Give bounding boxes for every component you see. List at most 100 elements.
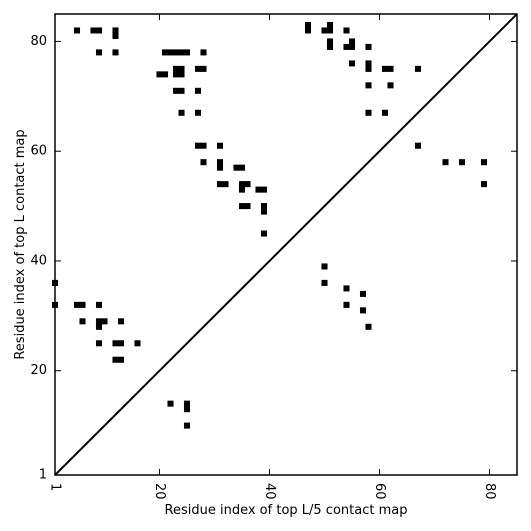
contact-point	[183, 422, 191, 429]
contact-point	[183, 49, 191, 56]
contact-point	[480, 159, 488, 166]
contact-points	[51, 21, 488, 429]
contact-point	[117, 340, 125, 347]
axis-ticks	[54, 14, 517, 476]
contact-point	[365, 60, 372, 67]
contact-point	[73, 27, 81, 34]
contact-point	[326, 27, 334, 34]
contact-point	[134, 340, 141, 347]
x-axis-label: Residue index of top L/5 contact map	[165, 503, 408, 518]
contact-point	[414, 142, 422, 149]
contact-point	[326, 21, 334, 28]
contact-point	[238, 181, 246, 188]
contact-point	[321, 279, 328, 286]
contact-point	[216, 142, 224, 149]
contact-point	[216, 164, 224, 171]
contact-point	[95, 340, 103, 347]
contact-point	[117, 356, 125, 363]
contact-point	[178, 49, 185, 56]
y-tick-label: 40	[30, 253, 47, 268]
contact-point	[95, 323, 103, 330]
contact-point	[326, 43, 334, 50]
contact-point	[381, 65, 389, 72]
contact-point	[244, 203, 251, 210]
x-tick-label: 1	[48, 483, 63, 491]
contact-point	[359, 307, 367, 314]
contact-point	[326, 38, 334, 45]
contact-point	[112, 27, 119, 34]
contact-point	[172, 65, 180, 72]
contact-point	[304, 21, 312, 28]
contact-point	[95, 301, 103, 308]
contact-point	[238, 164, 246, 171]
contact-point	[260, 203, 268, 210]
y-tick-label: 60	[30, 144, 47, 159]
contact-point	[112, 32, 119, 39]
contact-point	[365, 82, 372, 89]
contact-point	[458, 159, 466, 166]
contact-point	[233, 164, 240, 171]
contact-point	[161, 49, 169, 56]
contact-point	[194, 87, 202, 94]
contact-point	[365, 65, 372, 72]
diagonal-line	[54, 13, 518, 476]
contact-point	[95, 27, 103, 34]
contact-point	[79, 301, 86, 308]
contact-point	[348, 60, 356, 67]
contact-point	[95, 49, 103, 56]
contact-point	[117, 318, 125, 325]
contact-point	[348, 38, 356, 45]
contact-point	[200, 142, 207, 149]
contact-point	[178, 71, 185, 78]
contact-point	[194, 142, 202, 149]
contact-point	[304, 27, 312, 34]
contact-point	[343, 43, 350, 50]
y-tick-labels: 1 20 40 60 80	[30, 34, 47, 483]
contact-point	[90, 27, 97, 34]
contact-point	[112, 356, 119, 363]
contact-point	[387, 82, 394, 89]
contact-point	[348, 43, 356, 50]
y-tick-label: 1	[39, 468, 47, 483]
contact-point	[381, 109, 389, 116]
contact-point	[200, 65, 207, 72]
contact-point	[156, 71, 163, 78]
contact-point	[343, 285, 350, 292]
x-tick-label: 20	[152, 483, 167, 500]
contact-point	[178, 65, 185, 72]
contact-point	[194, 109, 202, 116]
contact-point	[178, 87, 185, 94]
x-tick-label: 80	[482, 483, 497, 500]
y-tick-label: 80	[30, 34, 47, 49]
x-tick-label: 60	[372, 483, 387, 500]
contact-point	[112, 340, 119, 347]
contact-point	[365, 323, 372, 330]
contact-point	[167, 400, 174, 407]
contact-point	[414, 65, 422, 72]
contact-point	[365, 109, 372, 116]
contact-point	[442, 159, 449, 166]
contact-point	[161, 71, 169, 78]
contact-point	[343, 301, 350, 308]
contact-point	[321, 263, 328, 270]
contact-point	[238, 186, 246, 193]
contact-point	[321, 27, 328, 34]
contact-point	[200, 159, 207, 166]
contact-point	[480, 181, 488, 188]
contact-point	[167, 49, 174, 56]
contact-point	[172, 71, 180, 78]
contact-point	[172, 49, 180, 56]
contact-point	[255, 186, 262, 193]
x-tick-labels: 1 20 40 60 80	[48, 483, 498, 500]
plot-frame	[54, 13, 518, 476]
x-tick-label: 40	[262, 483, 277, 500]
contact-point	[79, 318, 86, 325]
contact-point	[244, 181, 251, 188]
contact-point	[222, 181, 229, 188]
contact-point	[112, 49, 119, 56]
contact-point	[365, 43, 372, 50]
contact-point	[183, 400, 191, 407]
contact-point	[216, 159, 224, 166]
contact-point	[359, 290, 367, 297]
